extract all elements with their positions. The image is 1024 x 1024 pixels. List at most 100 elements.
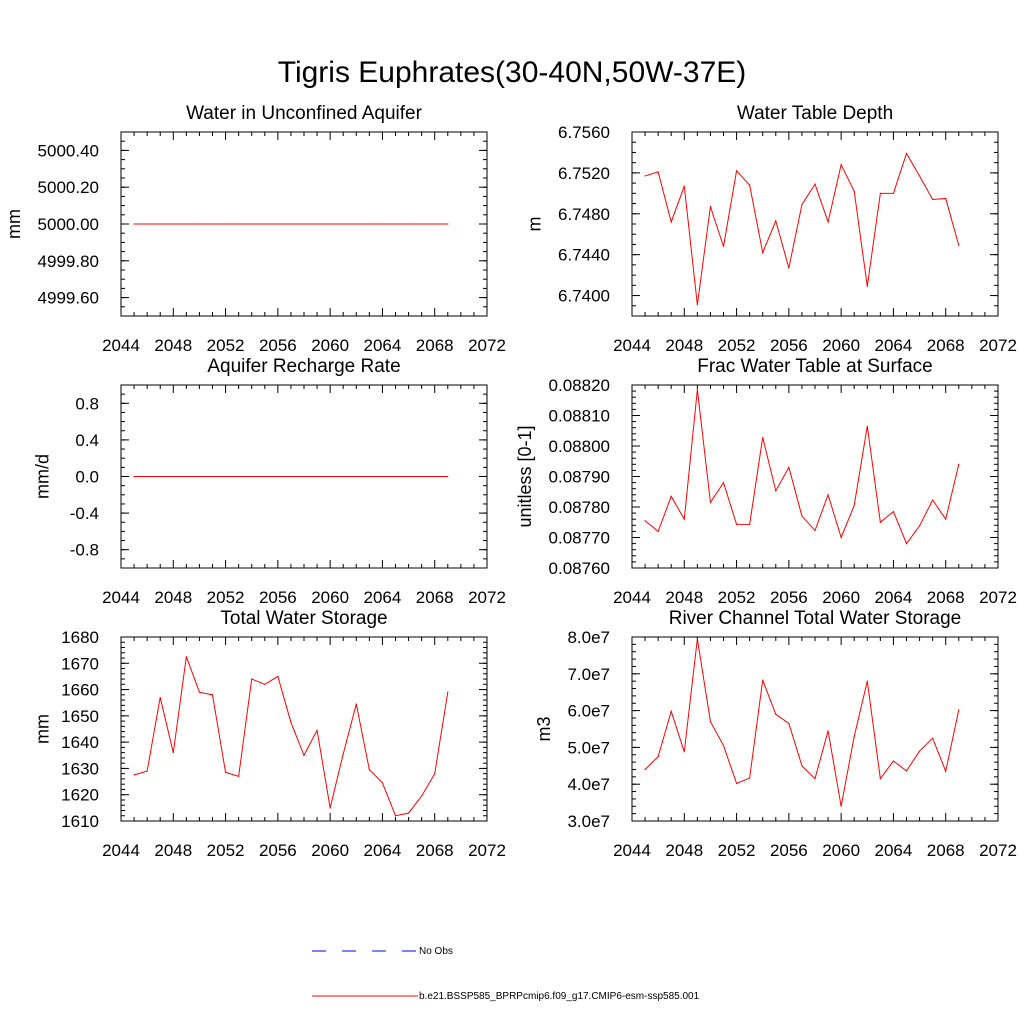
data-point (775, 490, 777, 492)
y-tick-label: 4.0e7 (567, 775, 610, 794)
y-tick-label: 1670 (61, 654, 99, 673)
data-point (879, 521, 881, 523)
data-point (840, 805, 842, 807)
data-point (133, 223, 135, 225)
x-tick-label: 2072 (979, 841, 1017, 860)
plot-frame (631, 131, 999, 317)
data-point (198, 223, 201, 225)
data-point (342, 753, 344, 755)
data-point (329, 475, 331, 478)
data-point (185, 656, 187, 658)
y-tick-label: 6.7480 (558, 205, 610, 224)
panel-title: Frac Water Table at Surface (697, 356, 933, 377)
data-point (788, 722, 790, 725)
y-tick-label: 1650 (61, 707, 99, 726)
data-point (657, 756, 659, 758)
data-point (211, 475, 214, 478)
data-point (905, 152, 908, 155)
series-line (644, 152, 960, 305)
x-tick-label: 2064 (875, 588, 913, 607)
data-point (644, 520, 646, 522)
data-point (696, 388, 698, 391)
data-point (853, 735, 855, 737)
data-point (316, 475, 318, 478)
x-tick-label: 2044 (613, 841, 651, 860)
x-tick-label: 2060 (822, 336, 860, 355)
data-point (814, 778, 816, 780)
x-tick-label: 2060 (311, 336, 349, 355)
series-line (644, 389, 960, 545)
y-tick-label: 1680 (61, 628, 99, 647)
data-point (407, 475, 410, 478)
data-point (918, 750, 921, 752)
x-tick-label: 2060 (822, 841, 860, 860)
y-tick-label: 6.7520 (558, 164, 610, 183)
data-point (394, 223, 397, 225)
data-point (146, 475, 148, 478)
panel-3: Aquifer Recharge Rate 2044 2048 2052 2056 206… (33, 356, 506, 607)
data-point (421, 795, 423, 797)
panel-5: Total Water Storage 2044 2048 2052 2056 2060 2… (33, 608, 506, 860)
x-tick-label: 2064 (875, 841, 913, 860)
data-point (251, 678, 253, 680)
x-tick-label: 2052 (207, 841, 245, 860)
data-point (709, 721, 712, 723)
data-point (133, 475, 135, 478)
y-tick-label: 6.7440 (558, 246, 610, 265)
data-point (749, 184, 751, 186)
data-point (918, 175, 921, 177)
y-tick-label: -0.8 (70, 541, 99, 560)
data-point (146, 770, 148, 772)
data-point (945, 518, 947, 520)
x-tick-label: 2072 (979, 588, 1017, 607)
data-point (447, 475, 449, 478)
data-point (290, 223, 292, 225)
data-point (827, 730, 829, 732)
data-point (329, 807, 331, 809)
data-point (722, 482, 725, 484)
data-point (735, 782, 738, 785)
panel-title: Water Table Depth (737, 103, 893, 124)
data-point (905, 543, 908, 545)
x-tick-label: 2056 (770, 841, 808, 860)
x-tick-label: 2056 (770, 588, 808, 607)
data-point (644, 175, 646, 177)
y-axis-label: mm (4, 209, 24, 239)
data-point (749, 777, 751, 779)
data-point (918, 525, 921, 527)
data-point (146, 223, 148, 225)
x-tick-label: 2052 (207, 336, 245, 355)
figure-title: Tigris Euphrates(30-40N,50W-37E) (278, 56, 747, 89)
data-point (368, 223, 370, 225)
data-point (866, 425, 868, 427)
data-point (683, 751, 685, 753)
x-tick-label: 2056 (259, 841, 297, 860)
data-point (355, 475, 357, 478)
y-tick-label: 7.0e7 (567, 665, 610, 684)
y-tick-label: 0.08800 (549, 437, 610, 456)
data-point (303, 475, 305, 478)
data-point (303, 223, 305, 225)
data-point (172, 223, 174, 225)
panel-title: Aquifer Recharge Rate (207, 356, 400, 377)
x-tick-label: 2044 (613, 336, 651, 355)
data-point (355, 703, 357, 705)
data-point (788, 466, 790, 468)
data-point (892, 760, 895, 762)
data-point (264, 223, 266, 225)
x-tick-label: 2060 (311, 841, 349, 860)
data-point (749, 523, 751, 525)
data-point (644, 768, 646, 771)
data-point (407, 812, 410, 814)
data-point (172, 475, 174, 478)
x-tick-label: 2068 (416, 588, 454, 607)
series-line (644, 638, 960, 807)
data-point (421, 475, 423, 478)
data-point (342, 223, 344, 225)
data-point (814, 183, 816, 185)
y-tick-label: -0.4 (70, 504, 99, 523)
data-point (735, 170, 738, 172)
data-point (185, 223, 187, 225)
y-tick-label: 6.0e7 (567, 702, 610, 721)
y-tick-label: 0.08790 (549, 468, 610, 487)
